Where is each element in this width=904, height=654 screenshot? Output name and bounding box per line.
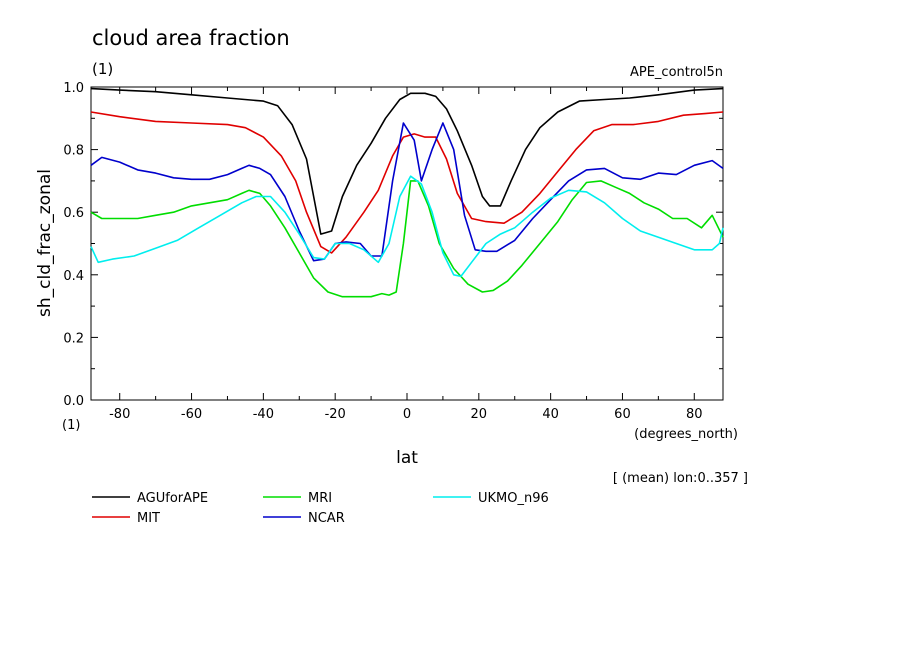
x-axis: -80 -60 -40 -20 0 20 40 60 80: [109, 87, 703, 422]
y-tick-label: 0.2: [63, 331, 84, 346]
x-axis-label: lat: [396, 448, 418, 468]
legend-label: AGUforAPE: [137, 491, 208, 506]
x-tick-label: 60: [614, 407, 631, 422]
x-tick-label: 40: [542, 407, 559, 422]
y-axis-unit: (1): [62, 418, 80, 433]
series-line-mit: [90, 111, 724, 254]
legend-label: NCAR: [308, 511, 345, 526]
x-tick-label: -80: [109, 407, 130, 422]
y-axis: 0.0 0.2 0.4 0.6 0.8 1.0: [63, 81, 723, 409]
series-lines: [90, 87, 724, 298]
x-tick-label: 20: [471, 407, 488, 422]
series-line-mri: [90, 180, 724, 298]
y-tick-label: 0.0: [63, 394, 84, 409]
x-axis-unit: (degrees_north): [634, 427, 738, 442]
legend-label: UKMO_n96: [478, 491, 549, 506]
x-tick-label: 0: [403, 407, 411, 422]
x-tick-label: -20: [325, 407, 346, 422]
x-tick-label: 80: [686, 407, 703, 422]
experiment-label: APE_control5n: [630, 65, 723, 80]
x-tick-label: -60: [181, 407, 202, 422]
legend-label: MRI: [308, 491, 332, 506]
series-line-ncar: [90, 122, 724, 262]
y-axis-label: sh_cld_frac_zonal: [35, 169, 55, 317]
x-tick-label: -40: [253, 407, 274, 422]
y-tick-label: 1.0: [63, 81, 84, 96]
series-line-aguforape: [90, 87, 724, 235]
y-tick-label: 0.8: [63, 144, 84, 159]
y-tick-label: 0.6: [63, 206, 84, 221]
legend: AGUforAPE MIT MRI NCAR UKMO_n96: [92, 491, 549, 526]
y-tick-label: 0.4: [63, 269, 84, 284]
legend-label: MIT: [137, 511, 160, 526]
plot-frame: [90, 86, 724, 401]
mean-note: [ (mean) lon:0..357 ]: [613, 471, 748, 486]
chart-title: cloud area fraction: [92, 26, 290, 50]
series-line-ukmo_n96: [90, 175, 724, 278]
chart-title-unit: (1): [92, 60, 113, 78]
